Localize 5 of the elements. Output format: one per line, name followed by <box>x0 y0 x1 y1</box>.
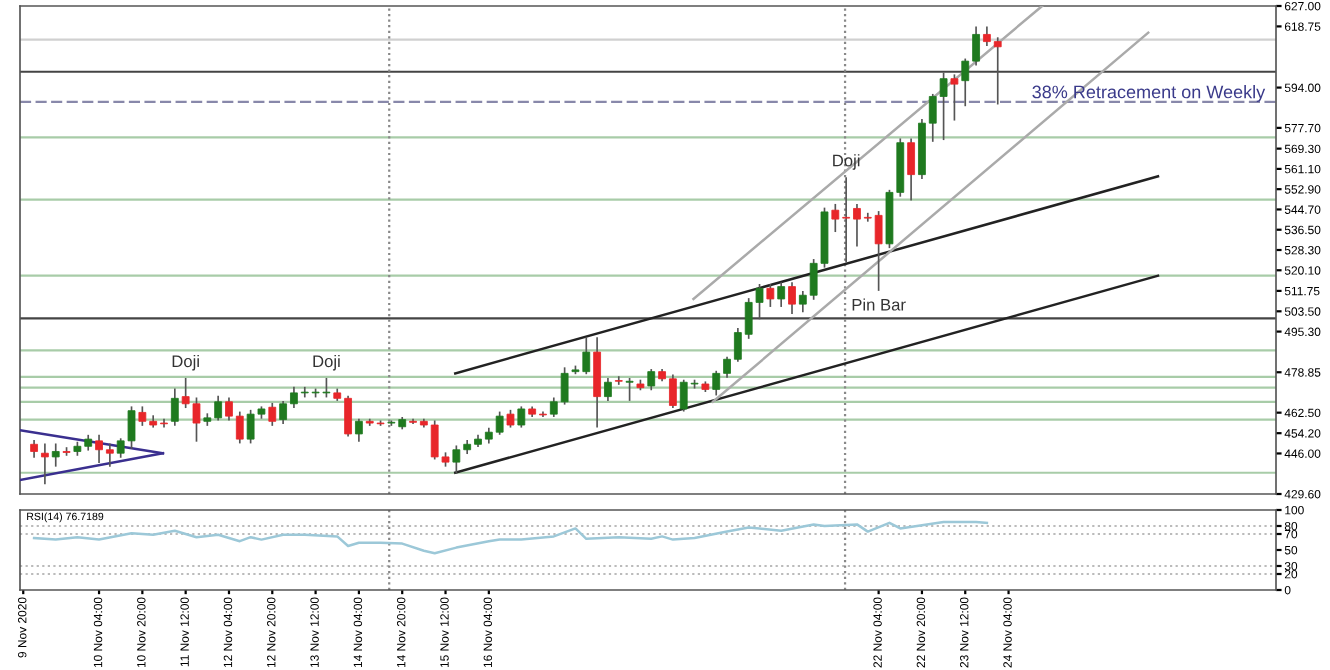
ref-line-label: 38% Retracement on Weekly <box>1032 85 1266 102</box>
annotation: Doji <box>833 154 860 170</box>
annotation: Doji <box>313 354 340 371</box>
annotation: Doji <box>172 354 199 371</box>
annotation: Pin Bar <box>852 298 906 311</box>
